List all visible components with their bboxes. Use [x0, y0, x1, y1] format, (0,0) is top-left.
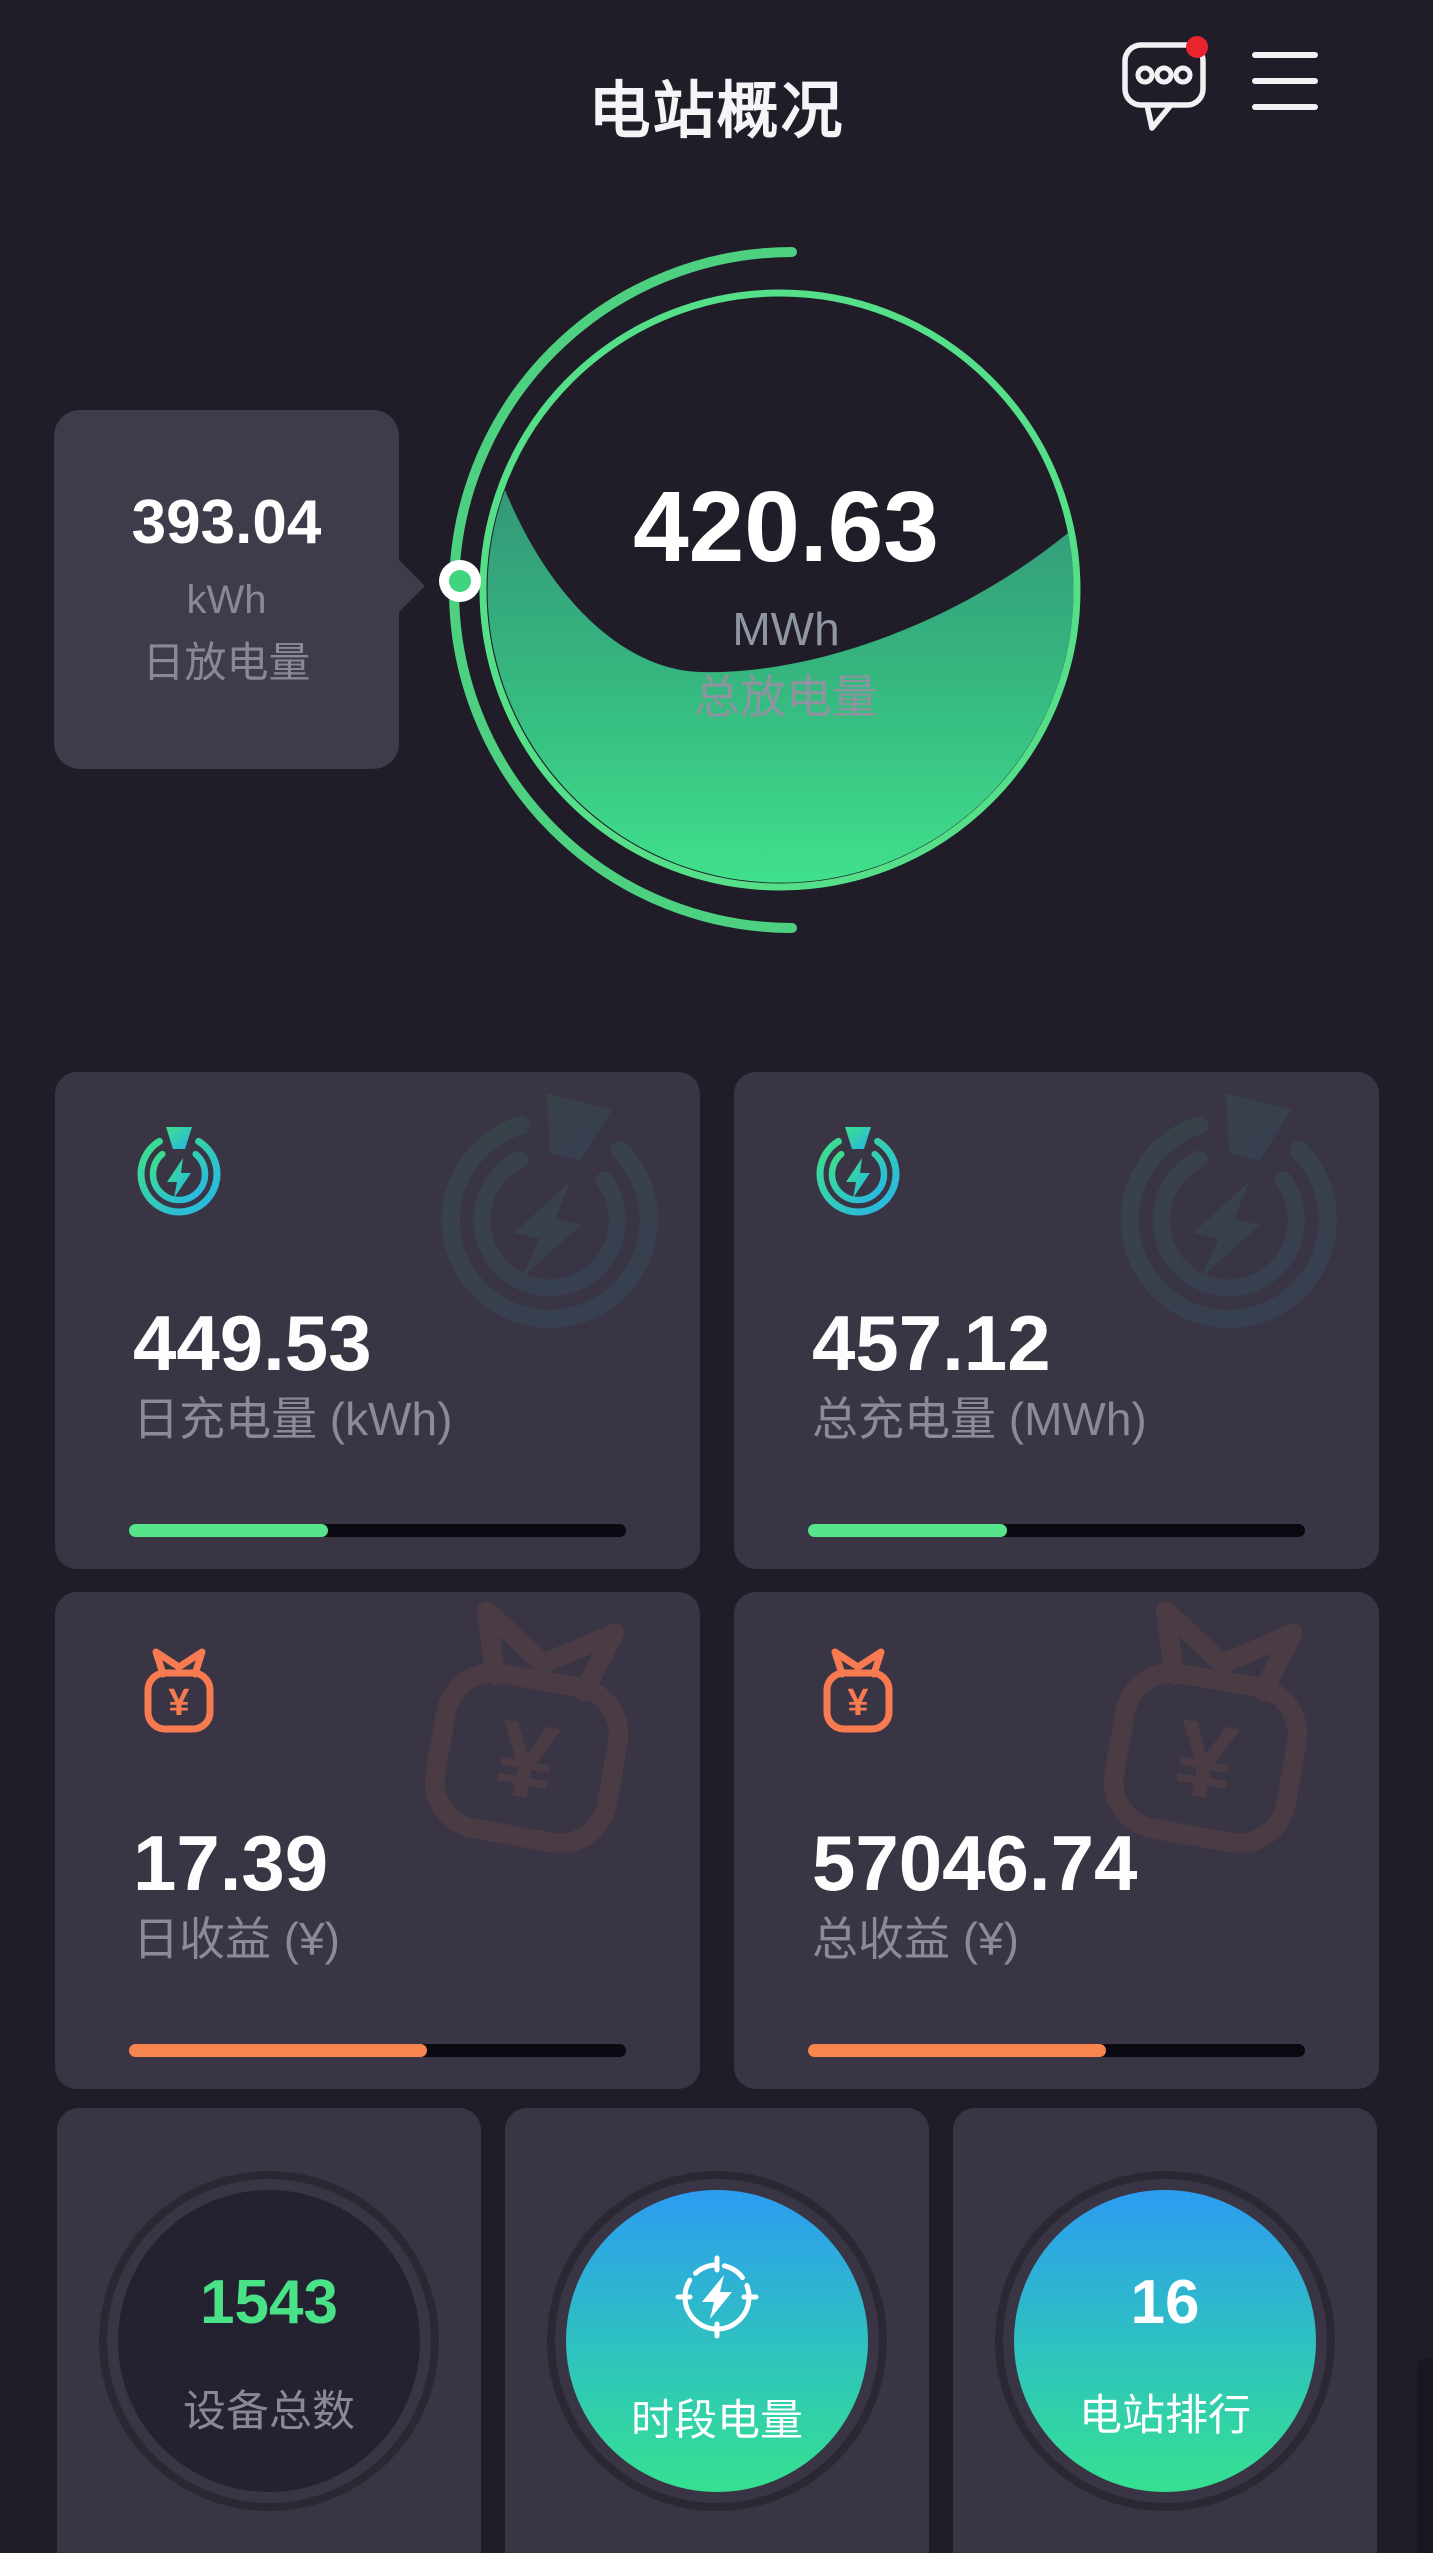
tooltip-pointer — [397, 558, 425, 614]
daily-discharge-unit: kWh — [186, 578, 267, 622]
charge-icon — [810, 1124, 906, 1220]
total-income-label: 总收益 (¥) — [812, 1913, 1019, 1965]
station-rank-button[interactable]: 16 电站排行 — [1014, 2190, 1316, 2492]
daily-income-value: 17.39 — [133, 1819, 329, 1907]
device-total-value: 1543 — [200, 2268, 338, 2337]
circle-ring — [99, 2171, 439, 2511]
total-income-value: 57046.74 — [812, 1819, 1138, 1907]
discharge-gauge — [439, 247, 1081, 933]
money-bag-icon — [810, 1644, 906, 1740]
circle-ring — [547, 2171, 887, 2511]
daily-charge-card: 449.53 日充电量 (kWh) — [55, 1072, 700, 1569]
charge-watermark-icon — [399, 1072, 700, 1367]
daily-charge-progress — [129, 1524, 626, 1537]
daily-discharge-label: 日放电量 — [142, 639, 311, 686]
money-bag-icon — [131, 1644, 227, 1740]
charge-watermark-icon — [1078, 1072, 1379, 1367]
total-discharge-value: 420.63 — [633, 471, 939, 583]
daily-discharge-tooltip: 393.04 kWh 日放电量 — [54, 410, 425, 769]
daily-charge-value: 449.53 — [133, 1299, 372, 1387]
gauge-wave-fill — [487, 490, 1074, 883]
money-watermark-icon — [375, 1592, 688, 1889]
device-total-circle: 1543 设备总数 — [118, 2190, 420, 2492]
gauge-bolt-icon — [669, 2249, 765, 2345]
total-charge-label: 总充电量 (MWh) — [812, 1393, 1147, 1445]
next-card-edge — [1417, 2357, 1433, 2553]
menu-button[interactable] — [1252, 50, 1320, 114]
device-total-card: 1543 设备总数 — [57, 2108, 481, 2553]
daily-discharge-value: 393.04 — [131, 488, 322, 557]
daily-income-label: 日收益 (¥) — [133, 1913, 340, 1965]
hamburger-icon — [1252, 52, 1318, 58]
gauge-inner-ring — [479, 289, 1081, 891]
total-discharge-label: 总放电量 — [694, 671, 878, 723]
total-income-progress — [808, 2044, 1305, 2057]
device-total-label: 设备总数 — [183, 2388, 355, 2436]
chat-bubble-icon — [1122, 36, 1208, 131]
gauge-center-text: 420.63 MWh 总放电量 — [386, 471, 1186, 723]
period-energy-label: 时段电量 — [631, 2397, 803, 2445]
daily-charge-label: 日充电量 (kWh) — [133, 1393, 453, 1445]
daily-income-card: 17.39 日收益 (¥) — [55, 1592, 700, 2089]
total-charge-progress — [808, 1524, 1305, 1537]
station-rank-label: 电站排行 — [1079, 2392, 1251, 2440]
period-energy-button[interactable]: 时段电量 — [566, 2190, 868, 2492]
total-charge-card: 457.12 总充电量 (MWh) — [734, 1072, 1379, 1569]
circle-ring — [995, 2171, 1335, 2511]
notification-dot — [1186, 36, 1208, 58]
charge-icon — [131, 1124, 227, 1220]
total-charge-value: 457.12 — [812, 1299, 1051, 1387]
period-energy-card[interactable]: 时段电量 — [505, 2108, 929, 2553]
station-rank-value: 16 — [1130, 2268, 1200, 2337]
page-title: 电站概况 — [588, 77, 845, 146]
messages-button[interactable] — [1116, 34, 1216, 136]
station-rank-card[interactable]: 16 电站排行 — [953, 2108, 1377, 2553]
total-income-card: 57046.74 总收益 (¥) — [734, 1592, 1379, 2089]
total-discharge-unit: MWh — [732, 603, 840, 655]
daily-income-progress — [129, 2044, 626, 2057]
